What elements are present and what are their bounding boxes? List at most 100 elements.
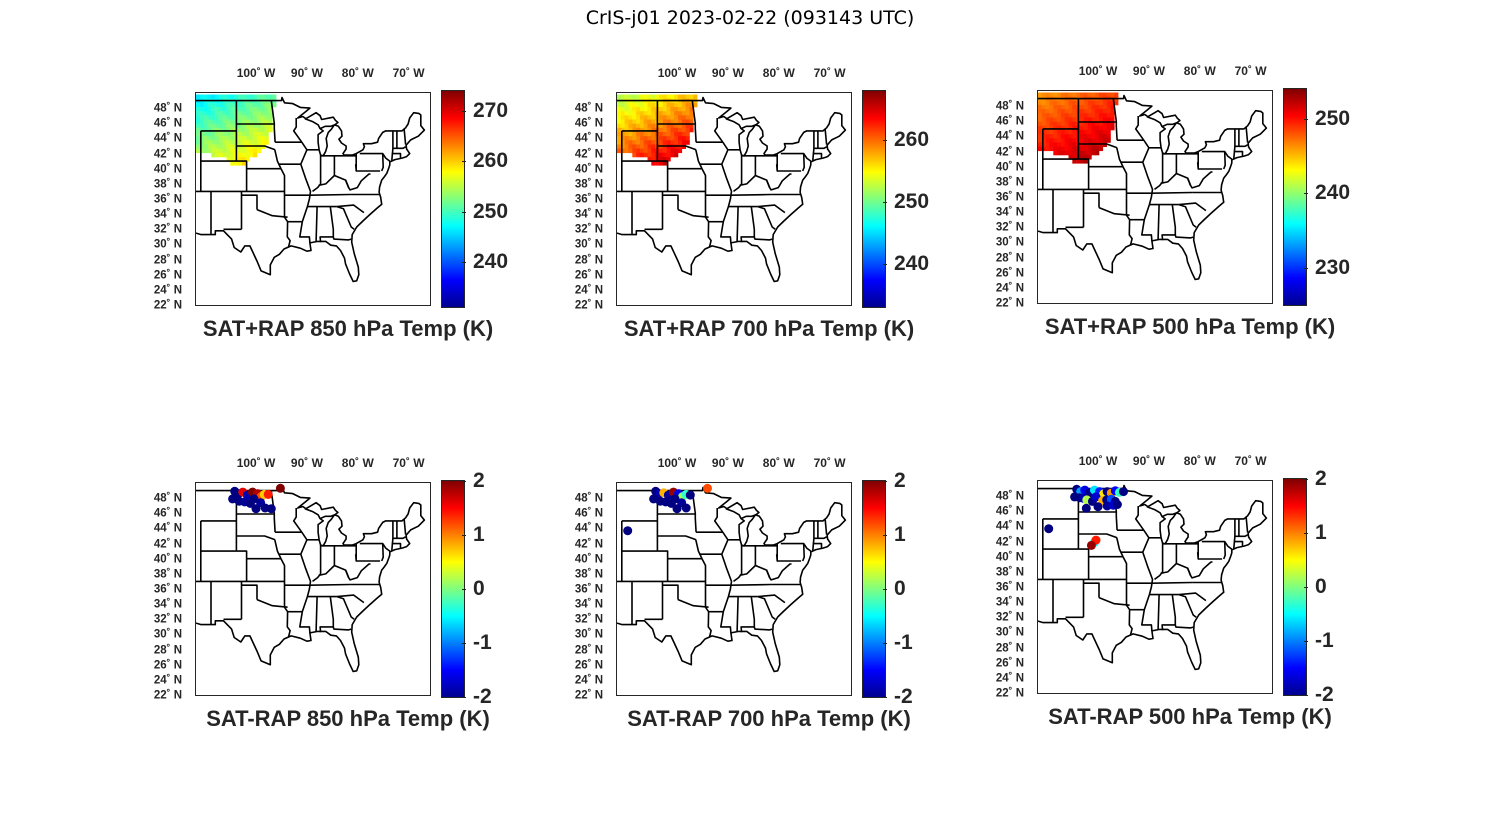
state-border (701, 168, 707, 218)
field-cell (222, 132, 227, 137)
field-cell (674, 107, 679, 112)
field-cell (1038, 92, 1043, 97)
field-cell (199, 94, 204, 99)
field-cell (643, 111, 648, 116)
state-border (757, 205, 776, 230)
field-cell (1041, 92, 1046, 97)
colorbar-tick-label: 2 (894, 469, 906, 492)
coastline-border (1038, 484, 1268, 671)
field-cell (211, 94, 216, 99)
field-cell (628, 107, 633, 112)
field-cell (624, 148, 629, 154)
colorbar (1283, 88, 1307, 306)
colorbar-tick-mark (462, 481, 466, 482)
field-cell (241, 123, 246, 129)
field-cell (1057, 105, 1062, 110)
panel-sat-plus-rap-500: 100˚ W 90˚ W 80˚ W 70˚ W 48˚ N 46˚ N 44˚ N 42˚ … (970, 64, 1410, 364)
observation-point (266, 504, 276, 514)
panel-title: SAT-RAP 850 hPa Temp (K) (206, 706, 490, 731)
field-cell (1064, 109, 1069, 114)
lon-tick-label: 80˚ W (1183, 454, 1216, 468)
field-cell (1064, 105, 1069, 110)
field-cell (203, 111, 208, 116)
state-border (1174, 624, 1194, 629)
lat-tick-label: 48˚ N (995, 490, 1024, 503)
field-cell (1041, 125, 1046, 131)
field-cell (1083, 134, 1088, 139)
state-border (403, 518, 407, 535)
field-cell (1060, 142, 1065, 147)
state-border (753, 236, 773, 241)
lon-tick-label: 100˚ W (1078, 454, 1118, 468)
field-cell (264, 140, 269, 145)
field-cell (230, 102, 235, 108)
field-cell (1072, 100, 1077, 106)
field-cell (1099, 125, 1104, 131)
field-cell (1102, 109, 1107, 114)
field-cell (1038, 117, 1043, 122)
lat-tick-label: 32˚ N (153, 613, 182, 626)
field-cell (211, 115, 216, 120)
state-border (1157, 204, 1160, 240)
state-border (241, 584, 258, 600)
state-border (236, 550, 248, 582)
field-cell (662, 132, 667, 137)
state-border (662, 194, 679, 210)
field-cell (1060, 130, 1065, 135)
lon-tick-label: 100˚ W (236, 456, 276, 470)
field-cell (1072, 121, 1077, 127)
field-cell (620, 94, 625, 99)
field-cell (1095, 121, 1100, 127)
field-cell (662, 123, 667, 129)
field-cell (617, 144, 622, 149)
field-cell (628, 136, 633, 141)
lat-tick-label: 46˚ N (574, 117, 603, 130)
field-cell (1080, 134, 1085, 139)
field-cell (647, 102, 652, 108)
field-cell (1080, 150, 1085, 156)
field-cell (1045, 125, 1050, 131)
field-cell (1087, 117, 1092, 122)
colorbar-tick-label: -2 (894, 685, 913, 708)
field-cell (666, 119, 671, 124)
lat-tick-label: 38˚ N (153, 568, 182, 581)
field-cell (215, 111, 220, 116)
state-border (812, 542, 823, 549)
lat-tick-label: 24˚ N (574, 674, 603, 687)
field-cell (199, 111, 204, 116)
field-cell (238, 111, 243, 116)
field-cell (678, 102, 683, 108)
colorbar-tick-mark (462, 161, 466, 163)
map-canvas (617, 94, 847, 283)
field-cell (1087, 146, 1092, 152)
field-cell (230, 94, 235, 99)
observation-point (275, 483, 285, 493)
field-cell (666, 123, 671, 129)
field-cell (1072, 150, 1077, 156)
state-border (319, 596, 335, 633)
field-cell (230, 132, 235, 137)
field-cell (238, 152, 243, 158)
field-cell (1068, 100, 1073, 106)
field-cell (1083, 146, 1088, 152)
lon-tick-label: 90˚ W (290, 66, 323, 80)
state-border (657, 535, 697, 541)
field-cell (1068, 113, 1073, 118)
field-cell (203, 102, 208, 108)
field-cell (1114, 100, 1119, 106)
field-cell (260, 111, 265, 116)
state-border (280, 168, 286, 218)
colorbar-tick-label: 0 (1315, 575, 1327, 598)
field-cell (226, 119, 231, 124)
lat-tick-label: 40˚ N (574, 163, 603, 176)
field-cell (222, 140, 227, 145)
state-border (1152, 581, 1193, 584)
field-cell (211, 107, 216, 112)
state-border (283, 216, 291, 247)
field-cell (207, 123, 212, 129)
field-cell (1083, 130, 1088, 135)
field-cell (241, 127, 246, 133)
state-border (731, 583, 772, 586)
field-cell (207, 107, 212, 112)
colorbar-tick-label: -1 (473, 631, 492, 654)
